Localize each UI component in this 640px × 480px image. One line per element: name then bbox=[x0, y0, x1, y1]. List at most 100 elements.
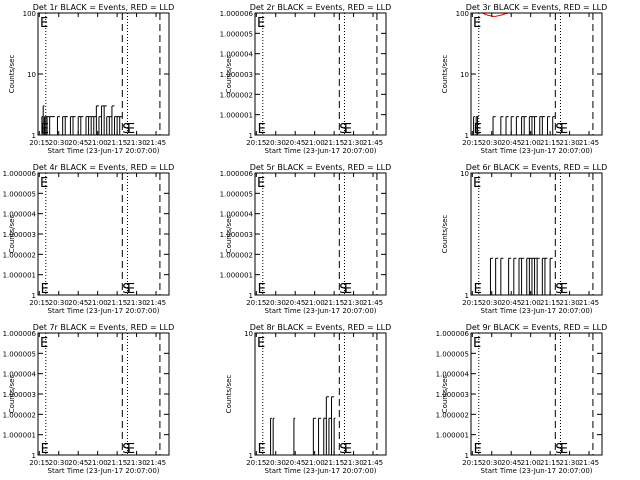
lld-series bbox=[482, 13, 512, 17]
y-axis-label: Counts/sec bbox=[225, 215, 233, 254]
marker-label: E bbox=[127, 282, 135, 297]
x-tick-label: 21:30 bbox=[126, 139, 146, 147]
x-tick-label: 21:00 bbox=[305, 459, 325, 467]
y-tick-label: 1.000005 bbox=[436, 350, 469, 358]
x-tick-label: 21:00 bbox=[521, 139, 541, 147]
y-tick-label: 1.000001 bbox=[436, 432, 469, 440]
x-tick-label: 21:15 bbox=[324, 459, 344, 467]
y-tick-label: 1.000001 bbox=[220, 112, 253, 120]
marker-label: E bbox=[127, 442, 135, 457]
x-tick-label: 21:15 bbox=[107, 459, 127, 467]
y-tick-label: 1.000005 bbox=[220, 30, 253, 38]
x-axis-label: Start Time (23-Jun-17 20:07:00) bbox=[48, 307, 160, 315]
y-tick-label: 1 bbox=[32, 292, 36, 300]
y-tick-label: 1 bbox=[465, 132, 469, 140]
x-tick-label: 21:45 bbox=[363, 459, 383, 467]
y-tick-label: 1.000005 bbox=[3, 190, 36, 198]
y-tick-label: 1 bbox=[249, 452, 253, 460]
x-tick-label: 20:15 bbox=[462, 299, 482, 307]
x-tick-label: 21:45 bbox=[579, 299, 599, 307]
y-tick-label: 1 bbox=[249, 132, 253, 140]
x-axis-label: Start Time (23-Jun-17 20:07:00) bbox=[48, 147, 160, 155]
marker-label: E bbox=[40, 16, 48, 31]
marker-label: E bbox=[344, 442, 352, 457]
x-tick-label: 21:30 bbox=[559, 139, 579, 147]
y-axis-label: Counts/sec bbox=[441, 55, 449, 94]
x-tick-label: 21:15 bbox=[540, 139, 560, 147]
x-tick-label: 20:45 bbox=[68, 459, 88, 467]
x-axis-label: Start Time (23-Jun-17 20:07:00) bbox=[265, 147, 377, 155]
x-tick-label: 20:30 bbox=[266, 459, 286, 467]
panel-1: Det 1r BLACK = Events, RED = LLDESEE20:1… bbox=[8, 3, 174, 155]
marker-label: E bbox=[258, 122, 266, 137]
marker-label: E bbox=[474, 442, 482, 457]
events-series bbox=[487, 257, 557, 295]
marker-label: S bbox=[339, 442, 347, 457]
marker-label: E bbox=[41, 282, 49, 297]
events-series bbox=[471, 116, 557, 135]
plot-frame bbox=[37, 172, 170, 296]
marker-label: S bbox=[555, 282, 563, 297]
y-tick-label: 1 bbox=[249, 292, 253, 300]
x-tick-label: 21:45 bbox=[363, 139, 383, 147]
marker-label: E bbox=[344, 122, 352, 137]
x-axis-label: Start Time (23-Jun-17 20:07:00) bbox=[48, 467, 160, 475]
panel-title: Det 8r BLACK = Events, RED = LLD bbox=[250, 323, 392, 332]
marker-label: E bbox=[560, 442, 568, 457]
x-tick-label: 21:00 bbox=[305, 299, 325, 307]
marker-label: E bbox=[41, 442, 49, 457]
y-tick-label: 1.000001 bbox=[220, 272, 253, 280]
x-tick-label: 20:15 bbox=[246, 139, 266, 147]
y-tick-label: 1.000004 bbox=[436, 371, 470, 379]
y-tick-label: 10 bbox=[244, 330, 253, 338]
plot-frame bbox=[254, 172, 387, 296]
panel-title: Det 4r BLACK = Events, RED = LLD bbox=[33, 163, 175, 172]
x-tick-label: 21:15 bbox=[540, 459, 560, 467]
x-tick-label: 20:15 bbox=[462, 139, 482, 147]
marker-label: E bbox=[473, 16, 481, 31]
x-tick-label: 21:00 bbox=[88, 139, 108, 147]
y-tick-label: 1.000002 bbox=[220, 251, 253, 259]
x-tick-label: 20:30 bbox=[49, 459, 69, 467]
x-axis-label: Start Time (23-Jun-17 20:07:00) bbox=[265, 467, 377, 475]
x-tick-label: 21:30 bbox=[559, 459, 579, 467]
y-tick-label: 1.000004 bbox=[220, 51, 254, 59]
x-tick-label: 21:00 bbox=[88, 459, 108, 467]
y-tick-label: 1.000004 bbox=[3, 371, 37, 379]
x-tick-label: 20:15 bbox=[29, 139, 49, 147]
y-tick-label: 1.000002 bbox=[3, 251, 36, 259]
x-tick-label: 21:45 bbox=[146, 139, 166, 147]
x-tick-label: 20:15 bbox=[29, 459, 49, 467]
y-tick-label: 1.000002 bbox=[436, 411, 469, 419]
x-tick-label: 21:30 bbox=[126, 299, 146, 307]
marker-label: E bbox=[257, 336, 265, 351]
panel-title: Det 6r BLACK = Events, RED = LLD bbox=[466, 163, 608, 172]
marker-label: S bbox=[122, 282, 130, 297]
marker-label: E bbox=[560, 282, 568, 297]
y-tick-label: 1.000003 bbox=[436, 391, 469, 399]
x-tick-label: 20:30 bbox=[49, 299, 69, 307]
x-tick-label: 21:15 bbox=[107, 299, 127, 307]
y-tick-label: 1.000002 bbox=[220, 91, 253, 99]
y-tick-label: 1.000003 bbox=[220, 231, 253, 239]
panel-title: Det 2r BLACK = Events, RED = LLD bbox=[250, 3, 392, 12]
marker-label: E bbox=[127, 122, 135, 137]
x-axis-label: Start Time (23-Jun-17 20:07:00) bbox=[481, 307, 593, 315]
marker-label: E bbox=[344, 282, 352, 297]
x-tick-label: 20:45 bbox=[285, 299, 305, 307]
marker-label: E bbox=[474, 282, 482, 297]
panel-3: Det 3r BLACK = Events, RED = LLDESEE20:1… bbox=[441, 3, 607, 155]
x-tick-label: 20:30 bbox=[49, 139, 69, 147]
x-tick-label: 21:15 bbox=[107, 139, 127, 147]
x-tick-label: 20:30 bbox=[266, 139, 286, 147]
marker-label: S bbox=[555, 122, 563, 137]
marker-label: E bbox=[40, 176, 48, 191]
y-tick-label: 100 bbox=[23, 10, 36, 18]
marker-label: E bbox=[40, 336, 48, 351]
